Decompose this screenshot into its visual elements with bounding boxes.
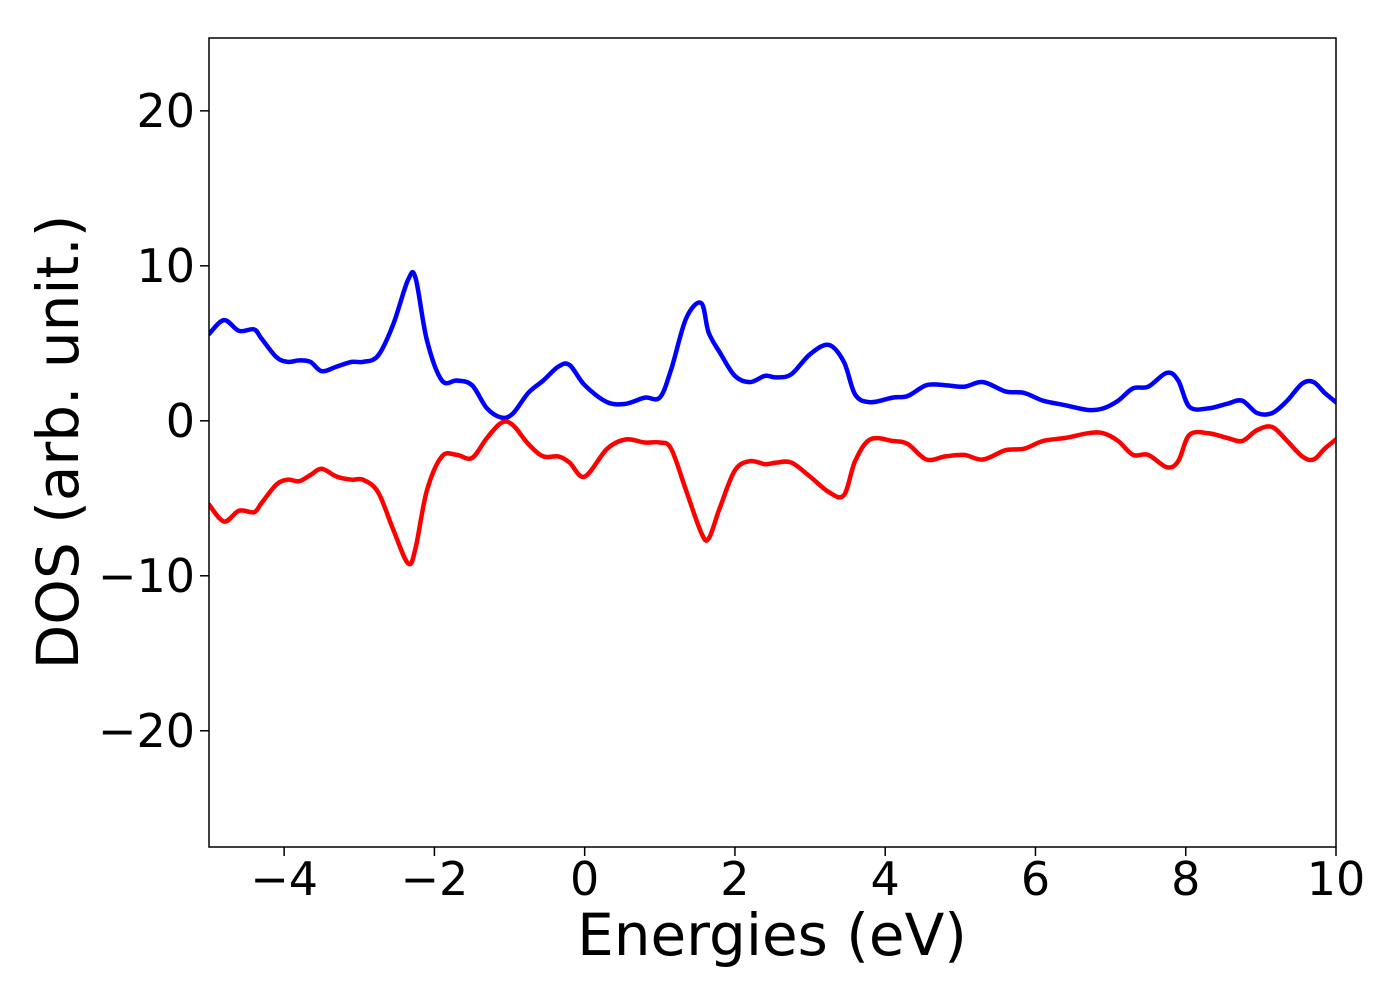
series-layer: [209, 269, 1336, 567]
x-axis: −4 −2 0 2 4 6 8 10: [250, 847, 1365, 906]
y-axis: 20 10 0 −10 −20: [98, 84, 209, 758]
x-tick-label: 4: [871, 852, 900, 906]
x-tick-label: −2: [400, 852, 468, 906]
x-tick-label: −4: [250, 852, 318, 906]
x-tick-label: 8: [1171, 852, 1200, 906]
x-tick-label: 2: [720, 852, 749, 906]
y-tick-label: 20: [136, 84, 195, 138]
y-tick-label: −20: [98, 704, 195, 758]
y-tick-label: 0: [166, 394, 195, 448]
x-tick-label: 6: [1021, 852, 1050, 906]
x-axis-label: Energies (eV): [577, 901, 967, 969]
y-tick-label: 10: [136, 239, 195, 293]
series-line-spin-down: [209, 419, 1336, 567]
plot-frame: [208, 37, 1337, 848]
x-tick-label: 10: [1307, 852, 1366, 906]
series-line-spin-up: [209, 269, 1336, 421]
y-tick-label: −10: [98, 549, 195, 603]
x-tick-label: 0: [570, 852, 599, 906]
y-axis-label: DOS (arb. unit.): [24, 215, 92, 670]
